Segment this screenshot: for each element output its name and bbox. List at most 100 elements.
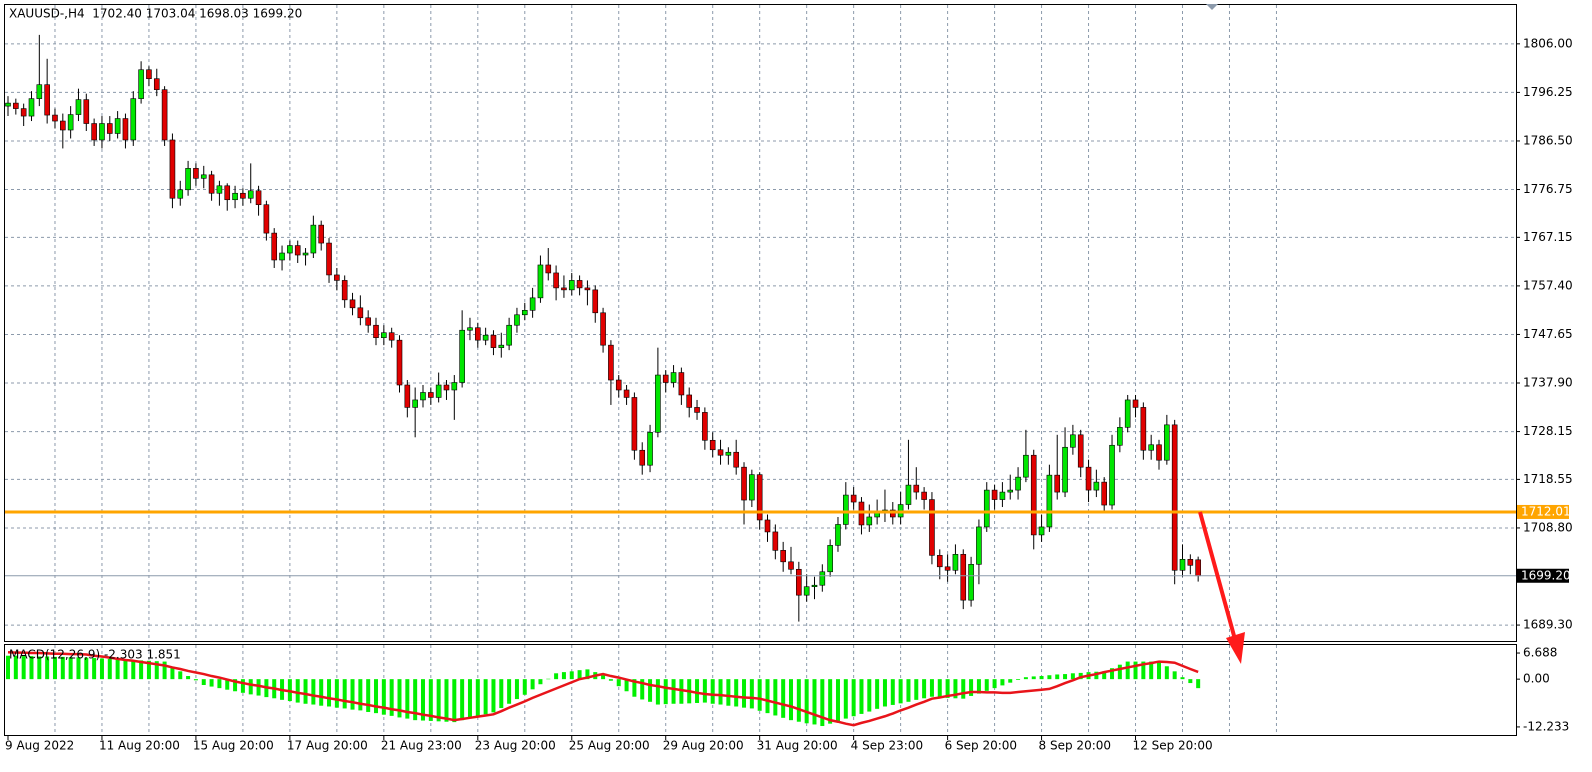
macd-bar xyxy=(749,679,754,709)
candle-body xyxy=(725,451,732,456)
x-tick-label: 8 Sep 20:00 xyxy=(1039,739,1111,753)
macd-bar xyxy=(209,679,214,687)
macd-bar xyxy=(1102,671,1107,680)
macd-bar xyxy=(146,660,151,680)
macd-bar xyxy=(444,679,449,722)
macd-bar xyxy=(757,679,762,711)
candle-body xyxy=(537,264,544,299)
macd-bar xyxy=(624,679,629,692)
macd-bar xyxy=(875,679,880,709)
candle-body xyxy=(568,280,575,291)
candle-body xyxy=(662,374,669,383)
macd-bar xyxy=(1039,676,1044,680)
macd-bar xyxy=(248,679,253,695)
candle-body xyxy=(592,289,599,314)
macd-bar xyxy=(867,679,872,712)
macd-bar xyxy=(139,660,144,680)
macd-bar xyxy=(1125,661,1130,680)
macd-bar xyxy=(107,658,112,680)
macd-bar xyxy=(358,679,363,711)
y-tick-label: -12.233 xyxy=(1523,719,1569,733)
candle-body xyxy=(983,489,990,528)
x-tick-label: 9 Aug 2022 xyxy=(5,739,74,753)
candle-body xyxy=(615,379,622,391)
candle-body xyxy=(1124,399,1131,428)
macd-bar xyxy=(859,679,864,714)
macd-bar xyxy=(1172,671,1177,680)
macd-bar xyxy=(1047,675,1052,680)
macd-bar xyxy=(1055,674,1060,680)
macd-bar xyxy=(1133,661,1138,680)
candle-body xyxy=(796,568,802,596)
candle-body xyxy=(138,69,144,99)
x-tick-label: 31 Aug 20:00 xyxy=(757,739,838,753)
y-tick-label: 1767.15 xyxy=(1523,230,1573,244)
macd-bar xyxy=(60,656,65,680)
macd-bar xyxy=(1000,679,1005,686)
candle-body xyxy=(310,224,317,254)
macd-bar xyxy=(640,679,645,700)
candle-body xyxy=(514,314,520,326)
macd-bar xyxy=(154,661,159,680)
candle-body xyxy=(490,334,497,348)
macd-bar xyxy=(68,657,73,680)
candle-body xyxy=(404,384,411,408)
candle-body xyxy=(1038,526,1045,536)
macd-bar xyxy=(734,679,739,707)
candle-body xyxy=(709,439,716,451)
candle-body xyxy=(1117,427,1123,446)
macd-bar xyxy=(405,679,410,719)
macd-bar xyxy=(561,672,566,680)
macd-bar xyxy=(812,679,817,725)
candle-body xyxy=(991,489,998,500)
macd-bar xyxy=(499,679,504,709)
macd-bar xyxy=(992,679,997,689)
macd-bar xyxy=(773,679,778,716)
macd-bar xyxy=(632,679,637,697)
candle-body xyxy=(1046,474,1053,528)
macd-bar xyxy=(663,679,668,705)
macd-bar xyxy=(906,679,911,702)
macd-bar xyxy=(890,679,895,705)
macd-bar xyxy=(381,679,386,715)
candle-body xyxy=(936,555,943,568)
candle-body xyxy=(114,118,121,134)
macd-bar xyxy=(115,659,120,680)
macd-bar xyxy=(366,679,371,712)
macd-bar xyxy=(467,679,472,719)
candle-body xyxy=(1007,489,1014,493)
candle-body xyxy=(1023,454,1029,478)
candle-body xyxy=(608,344,614,381)
candle-body xyxy=(326,242,332,276)
candle-body xyxy=(756,474,763,521)
macd-bar xyxy=(350,679,355,710)
candle-body xyxy=(811,584,818,588)
candle-body xyxy=(381,332,387,338)
macd-bar xyxy=(796,679,801,722)
candle-body xyxy=(521,309,528,316)
candle-body xyxy=(1109,444,1115,506)
macd-bar xyxy=(671,679,676,704)
candle-body xyxy=(91,123,97,141)
macd-bar xyxy=(1180,677,1185,680)
macd-bar xyxy=(601,675,606,680)
macd-bar xyxy=(929,679,934,697)
macd-bar xyxy=(530,679,535,690)
macd-bar xyxy=(616,679,621,687)
macd-bar xyxy=(648,679,653,702)
candle-body xyxy=(655,374,661,433)
candle-body xyxy=(177,189,184,199)
candle-body xyxy=(36,84,43,99)
macd-bar xyxy=(937,679,942,698)
macd-bar xyxy=(522,679,527,695)
macd-bar xyxy=(170,666,175,680)
x-tick-label: 21 Aug 23:00 xyxy=(381,739,462,753)
x-tick-label: 4 Sep 23:00 xyxy=(851,739,923,753)
y-tick-label: 1806.00 xyxy=(1523,36,1573,50)
candle-body xyxy=(694,407,700,413)
candle-body xyxy=(819,571,826,586)
x-tick-label: 11 Aug 20:00 xyxy=(99,739,180,753)
candle-body xyxy=(1187,559,1194,566)
macd-bar xyxy=(193,679,198,681)
